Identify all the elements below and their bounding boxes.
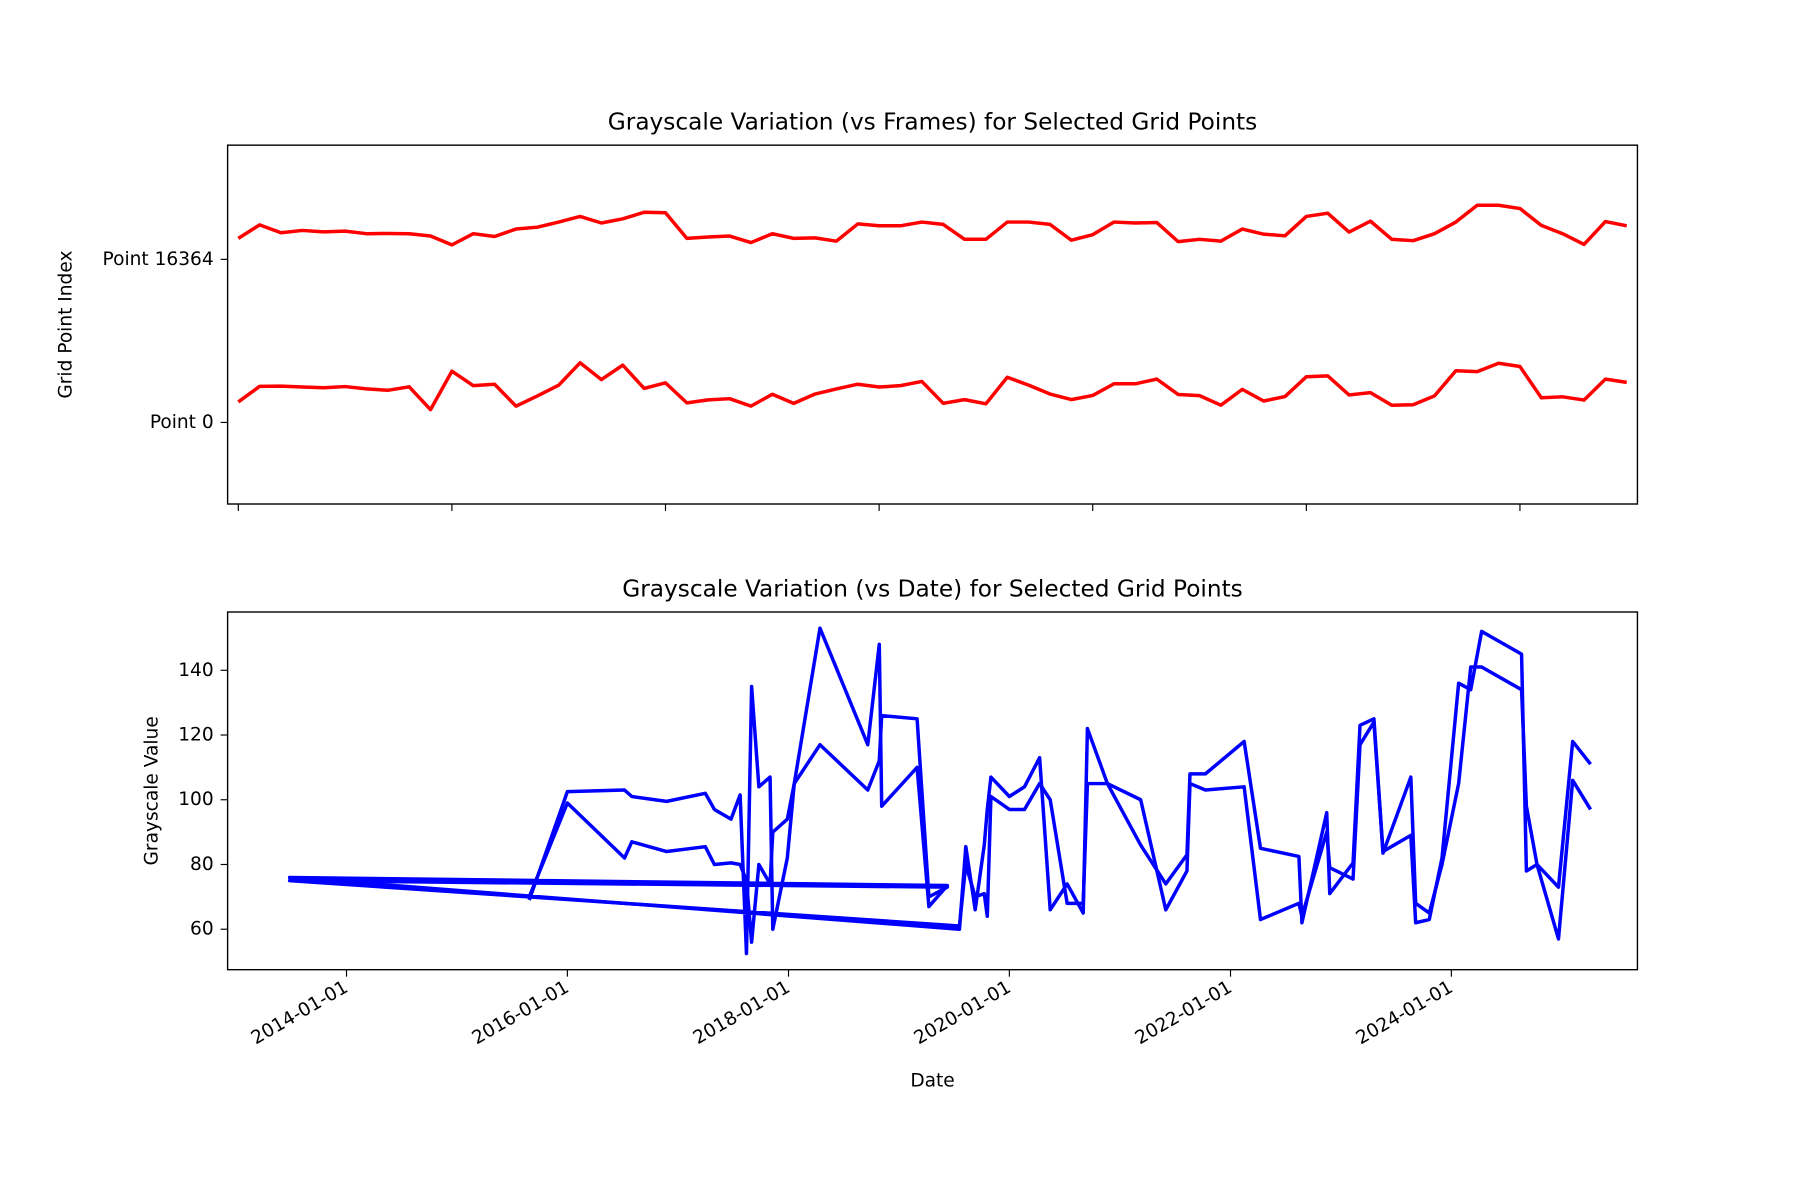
y-tick-label: 120: [178, 725, 213, 746]
series-line: [287, 626, 1592, 956]
plot-frame: [226, 611, 1639, 971]
y-axis-label: Grid Point Index: [56, 251, 77, 399]
y-tick-label: 100: [178, 789, 213, 810]
grayscale-line: [237, 361, 1628, 412]
chart-title: Grayscale Variation (vs Frames) for Sele…: [608, 109, 1257, 136]
x-tick-label: 2020-01-01: [911, 977, 1015, 1049]
x-tick-label: 2016-01-01: [469, 977, 573, 1049]
plot-frame: [226, 144, 1639, 505]
y-tick-label: Point 16364: [103, 249, 214, 270]
y-tick-label: Point 0: [150, 412, 214, 433]
y-axis-label: Grayscale Value: [142, 716, 163, 865]
x-tick-label: 2022-01-01: [1132, 977, 1236, 1049]
chart-title: Grayscale Variation (vs Date) for Select…: [622, 575, 1243, 602]
y-tick-label: 140: [178, 660, 213, 681]
x-tick-label: 2014-01-01: [248, 977, 352, 1049]
x-axis-label: Date: [910, 1071, 954, 1092]
x-tick-label: 2024-01-01: [1353, 977, 1457, 1049]
grayscale-line: [237, 203, 1628, 247]
series-line: [287, 665, 1593, 944]
x-tick-label: 2018-01-01: [690, 977, 794, 1049]
y-tick-label: 60: [190, 919, 214, 940]
y-tick-label: 80: [190, 854, 214, 875]
canvas: Point 0 Point 16364 Grayscale Variation (v…: [56, 109, 1639, 1092]
